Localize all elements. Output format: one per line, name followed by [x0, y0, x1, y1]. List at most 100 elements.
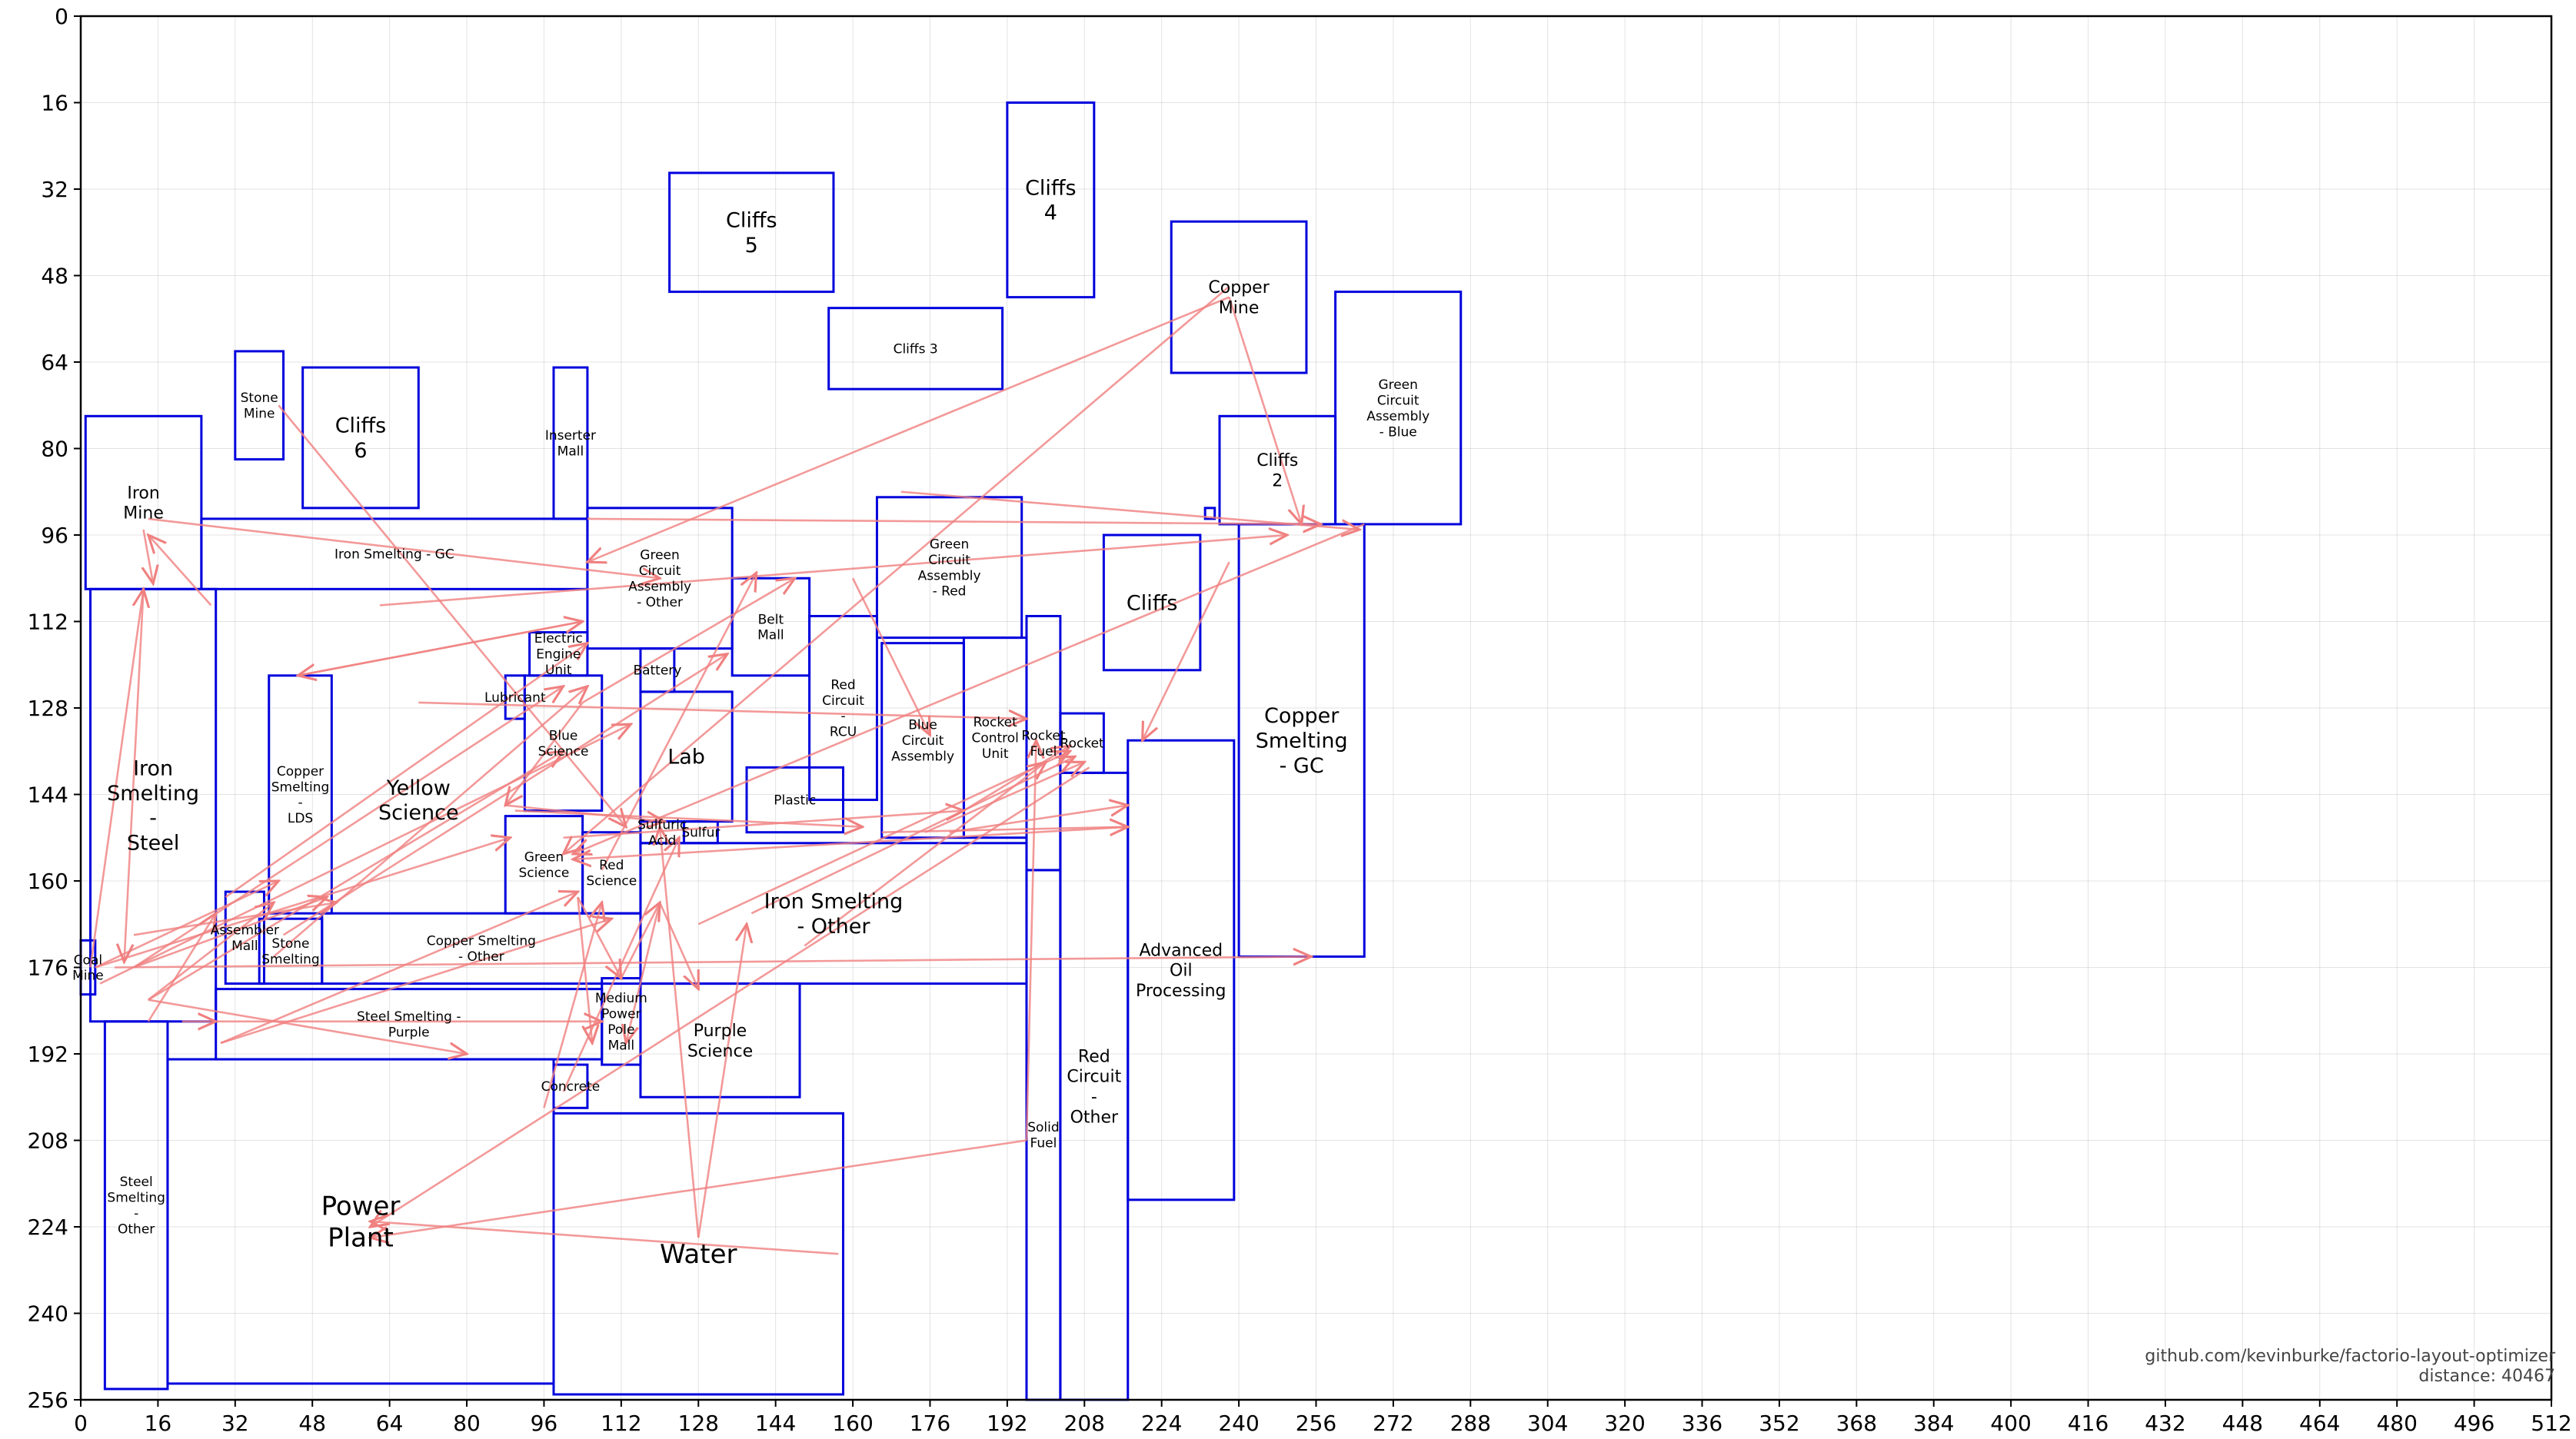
block-label-yellow-science: Yellow Science [378, 776, 459, 825]
connection-arrow-34 [514, 809, 863, 827]
x-tick-label-0: 0 [74, 1411, 88, 1436]
connection-arrow-44 [562, 838, 680, 1092]
block-label-blue-circuit-assembly: Blue Circuit Assembly [891, 718, 954, 765]
connection-arrow-18 [114, 956, 1311, 969]
block-plastic [745, 766, 845, 834]
connection-arrow-22 [587, 296, 1230, 563]
y-tick-label-208: 208 [28, 1128, 68, 1154]
connection-arrow-2 [124, 589, 145, 962]
x-tick-label-160: 160 [832, 1411, 873, 1436]
credit-box: github.com/kevinburke/factorio-layout-op… [2145, 1347, 2555, 1387]
connection-arrow-32 [505, 702, 584, 806]
block-label-stone-smelting: Stone Smelting [261, 936, 320, 967]
connection-arrow-41 [658, 902, 698, 989]
y-tick-label-128: 128 [28, 696, 68, 721]
y-tick-label-240: 240 [28, 1301, 68, 1327]
connection-arrow-48 [1025, 740, 1037, 1141]
connection-arrow-33 [581, 578, 795, 704]
block-label-advanced-oil-processing: Advanced Oil Processing [1136, 941, 1226, 1001]
block-label-rocket: Rocket [1060, 736, 1104, 752]
y-tick-label-192: 192 [28, 1042, 68, 1067]
connection-arrow-56 [804, 762, 1046, 947]
connection-arrow-21 [379, 535, 1287, 607]
block-label-cliffs: Cliffs [1127, 591, 1178, 615]
connection-arrow-59 [573, 826, 1128, 859]
axes: 0 16 32 48 64 80 96 112 128 144 160 176 192 208 224 240… [28, 4, 2572, 1436]
connection-arrow-27 [1143, 561, 1230, 740]
block-cliffs [1102, 533, 1202, 672]
block-label-cliffs-6: Cliffs 6 [335, 414, 387, 463]
block-label-iron-smelting-other: Iron Smelting - Other [764, 889, 904, 938]
connection-arrow-9 [95, 881, 278, 969]
block-cliffs-3 [827, 307, 1004, 390]
x-tick-label-416: 416 [2068, 1411, 2108, 1436]
x-tick-label-272: 272 [1373, 1411, 1413, 1436]
x-tick-label-48: 48 [298, 1411, 326, 1436]
connection-arrow-57 [751, 756, 1074, 915]
connection-arrow-19 [99, 724, 631, 985]
distance-readout: distance: 40467 [2418, 1367, 2555, 1386]
block-label-medium-power-pole-mall: Medium Power Pole Mall [595, 991, 647, 1053]
block-label-steel-smelting-purple: Steel Smelting -Purple [357, 1009, 461, 1040]
connection-arrow-45 [543, 902, 601, 1108]
x-tick-label-288: 288 [1450, 1411, 1491, 1436]
x-tick-label-144: 144 [755, 1411, 796, 1436]
block-stone-mine [234, 350, 285, 461]
connection-arrow-36 [601, 573, 757, 871]
y-tick-label-256: 256 [28, 1387, 68, 1413]
x-tick-label-176: 176 [910, 1411, 950, 1436]
connection-arrow-58 [564, 285, 1230, 854]
block-label-iron-smelting-steel: Iron Smelting -Steel [107, 756, 199, 855]
connection-arrow-16 [220, 892, 577, 1045]
connection-arrow-50 [851, 577, 930, 735]
block-labels: Cliffs 5 Cliffs 4 Copper Mine Green Circuit Asse… [72, 176, 1429, 1270]
block-label-assembler-mall: Assembler Mall [211, 923, 279, 954]
connection-arrow-10 [95, 838, 511, 969]
connection-arrow-60 [148, 999, 467, 1054]
y-tick-label-32: 32 [41, 177, 68, 202]
x-tick-label-32: 32 [221, 1411, 249, 1436]
connection-arrow-11 [278, 404, 626, 826]
x-tick-label-192: 192 [987, 1411, 1027, 1436]
block-label-lab: Lab [667, 746, 705, 769]
block-label-cliffs-3: Cliffs 3 [894, 341, 938, 357]
block-cliffs-6 [301, 366, 420, 510]
block-label-iron-mine: Iron Mine [123, 484, 164, 523]
connection-arrow-43 [697, 924, 747, 1238]
block-label-copper-smelting-gc: Copper Smelting - GC [1256, 704, 1348, 778]
y-tick-label-160: 160 [28, 869, 68, 894]
connection-arrow-52 [949, 806, 1128, 834]
block-label-copper-smelting-lds: Copper Smelting -LDS [271, 764, 330, 826]
block-label-red-science: Red Science [586, 858, 637, 889]
block-assembler-mall [224, 890, 265, 985]
block-label-inserter-mall: Inserter Mall [545, 428, 596, 459]
y-tick-label-96: 96 [41, 523, 68, 548]
connection-arrow-47 [371, 1139, 1027, 1238]
block-label-plastic: Plastic [774, 793, 816, 808]
x-tick-label-464: 464 [2299, 1411, 2340, 1436]
connection-arrow-23 [1228, 297, 1302, 524]
y-tick-label-0: 0 [55, 4, 68, 29]
x-tick-label-384: 384 [1913, 1411, 1954, 1436]
connection-arrow-13 [148, 751, 564, 1001]
y-tick-label-176: 176 [28, 955, 68, 981]
x-tick-label-224: 224 [1141, 1411, 1182, 1436]
block-water [552, 1112, 845, 1396]
block-label-blue-science: Blue Science [538, 728, 589, 759]
x-tick-label-352: 352 [1759, 1411, 1799, 1436]
block-label-water: Water [660, 1239, 737, 1270]
credit-link[interactable]: github.com/kevinburke/factorio-layout-op… [2145, 1347, 2555, 1366]
x-tick-label-480: 480 [2376, 1411, 2417, 1436]
block-label-steel-smelting-other: Steel Smelting -Other [107, 1175, 165, 1237]
x-tick-label-80: 80 [453, 1411, 481, 1436]
block-small-block [1203, 507, 1216, 520]
block-label-green-circuit-assembly-other: Green Circuit Assembly - Other [628, 548, 691, 610]
x-tick-label-256: 256 [1296, 1411, 1336, 1436]
y-tick-label-64: 64 [41, 350, 68, 375]
connection-arrow-5 [133, 897, 327, 969]
block-label-power-plant: Power Plant [321, 1191, 401, 1253]
block-label-cliffs-5: Cliffs 5 [726, 209, 777, 258]
block-label-belt-mall: Belt Mall [757, 612, 784, 643]
x-tick-label-128: 128 [678, 1411, 719, 1436]
